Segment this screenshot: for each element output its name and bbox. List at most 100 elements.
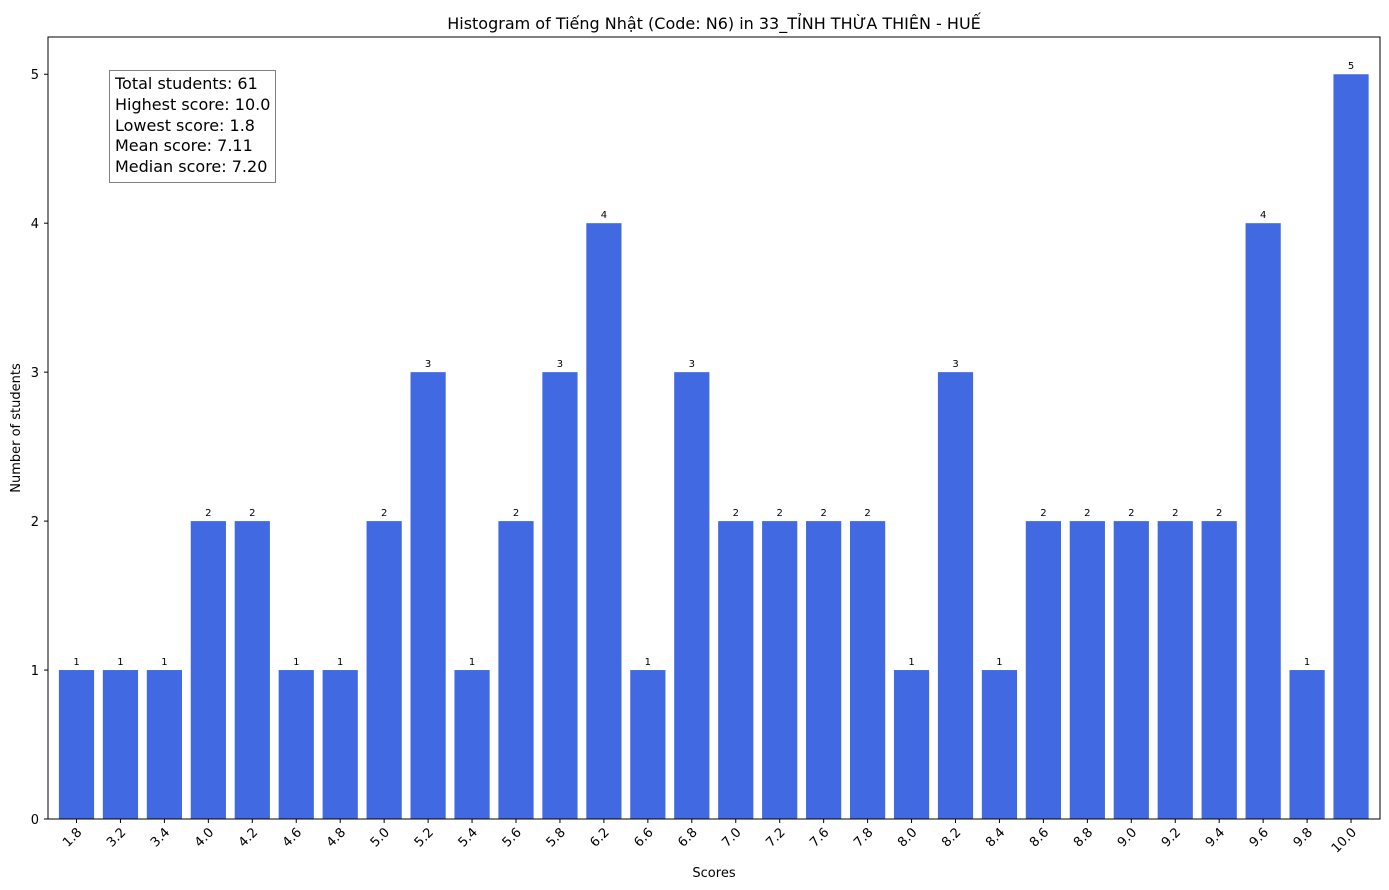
bar <box>850 521 886 819</box>
bar-value-label: 2 <box>777 508 783 519</box>
bar-value-label: 1 <box>469 657 475 668</box>
x-tick-label: 9.8 <box>1291 825 1316 850</box>
x-tick-label: 9.0 <box>1115 825 1140 850</box>
bar <box>893 670 930 819</box>
bar <box>542 372 578 819</box>
bar-value-label: 2 <box>733 508 739 519</box>
bar <box>1069 521 1105 819</box>
bar-value-label: 1 <box>73 657 79 668</box>
bar <box>1157 521 1193 819</box>
bar-value-label: 2 <box>820 508 826 519</box>
x-tick-label: 5.8 <box>544 825 569 850</box>
stats-box: Total students: 61 Highest score: 10.0 L… <box>109 70 277 183</box>
bar <box>1025 521 1061 819</box>
bar <box>322 670 358 819</box>
x-tick-label: 8.2 <box>939 825 964 850</box>
x-tick-label: 4.6 <box>280 825 305 850</box>
bar-value-label: 2 <box>1128 508 1134 519</box>
bar-value-label: 1 <box>161 657 167 668</box>
x-tick-label: 5.2 <box>412 825 437 850</box>
stats-mean: Mean score: 7.11 <box>115 136 253 156</box>
x-tick-label: 9.4 <box>1203 825 1228 850</box>
plot-frame <box>47 36 1381 820</box>
bar-value-label: 3 <box>952 359 958 370</box>
bar-value-label: 5 <box>1348 61 1354 72</box>
bar <box>1333 74 1369 820</box>
x-tick-label: 8.4 <box>983 825 1008 850</box>
x-tick-label: 10.0 <box>1329 825 1360 856</box>
x-tick-label: 8.6 <box>1027 825 1052 850</box>
bar-value-label: 2 <box>249 508 255 519</box>
y-tick-label: 5 <box>31 68 39 83</box>
bar-value-label: 3 <box>557 359 563 370</box>
bar-value-label: 2 <box>864 508 870 519</box>
x-tick-label: 7.2 <box>763 825 788 850</box>
x-tick-label: 4.0 <box>192 825 217 850</box>
x-tick-label: 8.0 <box>895 825 920 850</box>
bar-value-label: 1 <box>1304 657 1310 668</box>
y-tick-label: 4 <box>31 217 39 232</box>
bar <box>630 670 666 819</box>
bar-value-label: 1 <box>645 657 651 668</box>
bar-value-label: 1 <box>293 657 299 668</box>
x-tick-label: 7.0 <box>719 825 744 850</box>
y-axis-label: Number of students <box>9 363 24 493</box>
chart-title: Histogram of Tiếng Nhật (Code: N6) in 33… <box>447 12 981 34</box>
bar <box>1201 521 1237 819</box>
bar <box>674 372 710 819</box>
bar-value-label: 1 <box>337 657 343 668</box>
bar <box>454 670 490 819</box>
bar-value-label: 1 <box>996 657 1002 668</box>
x-tick-label: 4.8 <box>324 825 349 850</box>
bar <box>146 670 182 819</box>
bar-value-label: 3 <box>425 359 431 370</box>
bar <box>366 521 402 819</box>
bar <box>806 521 842 819</box>
bar <box>762 521 798 819</box>
bar-value-label: 1 <box>908 657 914 668</box>
bar-value-label: 1 <box>117 657 123 668</box>
bar-value-label: 2 <box>1084 508 1090 519</box>
x-tick-label: 5.6 <box>500 825 525 850</box>
x-tick-label: 4.2 <box>236 825 261 850</box>
bar-value-label: 2 <box>513 508 519 519</box>
bar-value-label: 3 <box>689 359 695 370</box>
bar <box>1245 223 1281 819</box>
bar <box>58 670 95 819</box>
bar-value-label: 2 <box>205 508 211 519</box>
bar <box>410 372 446 819</box>
bar <box>586 223 622 819</box>
bar <box>1113 521 1149 819</box>
stats-median: Median score: 7.20 <box>115 157 268 177</box>
y-tick-label: 0 <box>31 813 39 828</box>
bar <box>718 521 754 819</box>
bar <box>102 670 139 819</box>
x-tick-label: 3.4 <box>148 825 173 850</box>
bar <box>981 670 1018 819</box>
bar <box>278 670 314 819</box>
x-tick-label: 1.8 <box>60 825 85 850</box>
y-tick-label: 1 <box>31 664 39 679</box>
bar <box>234 521 270 819</box>
x-tick-label: 6.6 <box>631 825 656 850</box>
bar-value-label: 4 <box>601 210 607 221</box>
x-tick-label: 5.0 <box>368 825 393 850</box>
bar-value-label: 4 <box>1260 210 1266 221</box>
bar <box>498 521 534 819</box>
bar <box>190 521 226 819</box>
x-tick-label: 3.2 <box>104 825 129 850</box>
x-tick-label: 7.8 <box>851 825 876 850</box>
x-tick-label: 6.2 <box>587 825 612 850</box>
x-tick-label: 9.2 <box>1159 825 1184 850</box>
x-tick-label: 8.8 <box>1071 825 1096 850</box>
x-tick-label: 5.4 <box>456 825 481 850</box>
x-axis-label: Scores <box>692 866 735 881</box>
stats-total: Total students: 61 <box>115 74 258 93</box>
stats-highest: Highest score: 10.0 <box>115 94 271 114</box>
bar <box>937 372 974 819</box>
x-tick-label: 7.6 <box>807 825 832 850</box>
bar <box>1289 670 1325 819</box>
y-tick-label: 2 <box>31 515 39 530</box>
x-tick-label: 6.8 <box>675 825 700 850</box>
